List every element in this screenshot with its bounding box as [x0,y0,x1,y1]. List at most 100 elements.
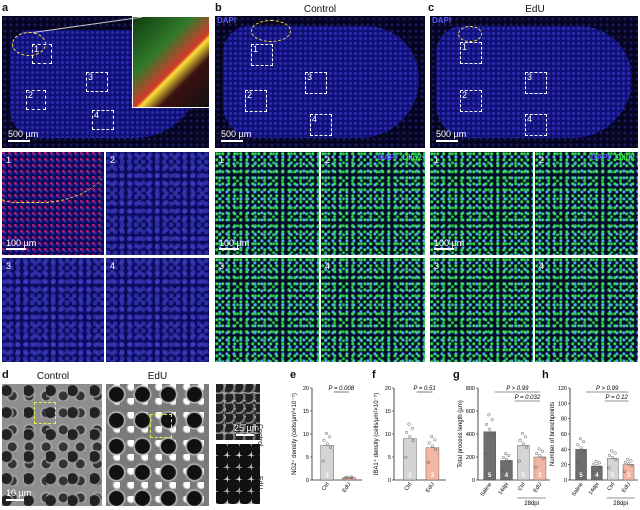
p-value-label: P = 0.12 [606,395,629,401]
n-label: 3 [538,473,542,479]
zoom-tile-b3: 3 [215,258,319,362]
y-tick-label: 100 [558,401,567,407]
lesion-outline [251,20,291,42]
data-point [408,434,412,439]
y-tick-label: 600 [466,409,475,415]
data-point [595,463,599,468]
roi-box-2 [26,90,46,110]
panel-label-a: a [2,2,9,14]
group-label: 28dpi [613,501,628,507]
em-title-control: Control [36,371,70,382]
data-point [324,431,328,435]
n-label: 5 [522,473,526,479]
bar [483,431,496,481]
data-point [537,447,541,451]
n-label: 4 [505,473,509,479]
roi-number: 2 [462,90,468,100]
roi-number: 3 [88,72,94,82]
data-point [328,445,332,449]
data-point [328,435,332,439]
zoom-tile-c1: 1 100 µm [430,152,533,255]
roi-number: 4 [94,110,100,120]
y-axis-label: Number of branchpoints [550,402,556,466]
scale-label: 100 µm [219,238,250,248]
tile-number: 2 [539,155,545,165]
data-point [592,462,596,466]
em-zoom-edu [216,444,260,504]
zoom-tile-b2: 2 DAPI Olig2 [321,152,425,255]
panel-label-c: c [428,2,435,14]
p-value-label: P > 0.99 [596,386,619,392]
scale-bar [436,140,458,142]
data-point [576,443,580,447]
data-point [484,451,488,455]
data-point [575,461,579,465]
y-tick-label: 0 [388,478,391,484]
data-point [433,438,437,442]
y-tick-label: 15 [303,409,309,415]
data-point [607,466,611,470]
tile-number: 1 [434,155,440,165]
y-tick-label: 20 [561,463,567,469]
olig2-label: Olig2 [401,153,422,162]
roi-box-3 [86,72,108,92]
bar [591,466,603,481]
scale-bar [221,140,243,142]
data-point [484,422,489,427]
data-point [524,445,528,449]
em-roi-box [34,402,56,424]
y-tick-label: 20 [303,386,309,392]
data-point [622,470,627,474]
panel-label-h: h [542,369,549,381]
roi-box-4 [92,110,114,130]
scale-bar [6,499,24,501]
roi-number: 4 [527,114,533,124]
scale-bar [434,248,454,250]
roi-number: 3 [527,72,533,82]
data-point [407,422,411,426]
data-point [491,432,495,436]
n-label: 3 [347,473,351,479]
scale-label: 500 µm [221,129,252,139]
panel-label-d: d [2,369,9,381]
data-point [322,438,326,442]
bar [517,445,530,481]
data-point [411,439,415,443]
tile-number: 4 [539,261,545,271]
category-label: Ctrl [404,482,414,492]
data-point [541,456,545,460]
zoom-tile-c2: 2 DAPI Olig2 [535,152,638,255]
scale-label: 100 µm [434,238,465,248]
data-point [507,454,511,458]
p-value-label: P = 0.51 [413,386,435,392]
p-value-label: P = 0.032 [515,395,541,401]
n-label: 5 [579,473,583,479]
roi-box-1 [251,44,273,66]
data-point [578,437,582,441]
y-tick-label: 60 [561,432,567,438]
em-roi-box [150,414,172,438]
em-image-control: 10 µm [2,384,102,506]
y-tick-label: 10 [385,432,391,438]
section-image-a: 1 2 3 4 500 µm [2,16,209,148]
dapi-label: DAPI [217,16,237,25]
bar [320,445,334,481]
spinal-cord-section [436,26,632,138]
data-point [598,465,602,469]
data-point [630,463,634,467]
category-label: Saline [480,482,494,498]
roi-box-1 [460,42,482,64]
data-point [488,427,492,431]
dapi-label: DAPI [432,16,452,25]
y-tick-label: 0 [472,478,475,484]
data-point [540,449,544,453]
scale-bar [219,248,239,250]
data-point [607,453,612,457]
data-point [613,451,617,455]
data-point [524,435,528,439]
data-point [434,447,438,451]
category-label: EdU [425,482,436,494]
group-label: 28dpi [524,501,539,507]
data-point [518,438,522,442]
tile-number: 4 [110,261,116,271]
